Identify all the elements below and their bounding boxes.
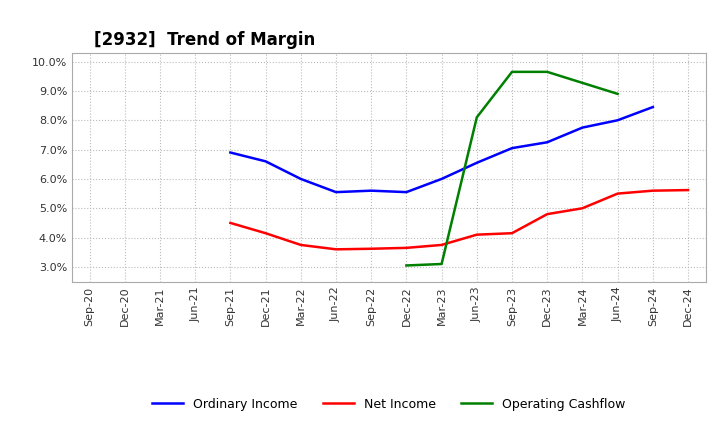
Operating Cashflow	[613, 91, 622, 96]
Operating Cashflow	[508, 69, 516, 74]
Net Income	[226, 220, 235, 226]
Ordinary Income	[508, 146, 516, 151]
Net Income	[261, 231, 270, 236]
Operating Cashflow	[472, 115, 481, 120]
Net Income	[649, 188, 657, 193]
Ordinary Income	[543, 139, 552, 145]
Ordinary Income	[402, 190, 410, 195]
Ordinary Income	[437, 176, 446, 182]
Legend: Ordinary Income, Net Income, Operating Cashflow: Ordinary Income, Net Income, Operating C…	[152, 398, 626, 411]
Net Income	[508, 231, 516, 236]
Ordinary Income	[578, 125, 587, 130]
Ordinary Income	[297, 176, 305, 182]
Operating Cashflow	[402, 263, 410, 268]
Operating Cashflow	[543, 69, 552, 74]
Net Income	[578, 205, 587, 211]
Text: [2932]  Trend of Margin: [2932] Trend of Margin	[94, 31, 315, 49]
Ordinary Income	[261, 159, 270, 164]
Net Income	[402, 245, 410, 250]
Ordinary Income	[613, 117, 622, 123]
Net Income	[297, 242, 305, 248]
Ordinary Income	[472, 160, 481, 165]
Ordinary Income	[226, 150, 235, 155]
Net Income	[367, 246, 376, 251]
Net Income	[684, 187, 693, 193]
Net Income	[332, 247, 341, 252]
Net Income	[613, 191, 622, 196]
Net Income	[437, 242, 446, 248]
Line: Net Income: Net Income	[230, 190, 688, 249]
Line: Ordinary Income: Ordinary Income	[230, 107, 653, 192]
Ordinary Income	[367, 188, 376, 193]
Net Income	[543, 212, 552, 217]
Net Income	[472, 232, 481, 237]
Ordinary Income	[649, 104, 657, 110]
Ordinary Income	[332, 190, 341, 195]
Operating Cashflow	[437, 261, 446, 267]
Line: Operating Cashflow: Operating Cashflow	[406, 72, 618, 265]
